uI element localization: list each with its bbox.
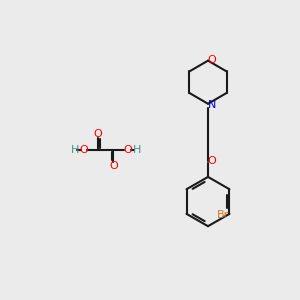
Text: O: O — [94, 129, 102, 139]
Text: N: N — [208, 100, 216, 110]
Text: O: O — [80, 145, 88, 155]
Text: O: O — [109, 161, 118, 171]
Text: O: O — [208, 55, 216, 65]
Text: O: O — [123, 145, 132, 155]
Text: H: H — [133, 145, 141, 155]
Text: Br: Br — [217, 210, 230, 220]
Text: H: H — [70, 145, 79, 155]
Text: O: O — [208, 156, 216, 166]
